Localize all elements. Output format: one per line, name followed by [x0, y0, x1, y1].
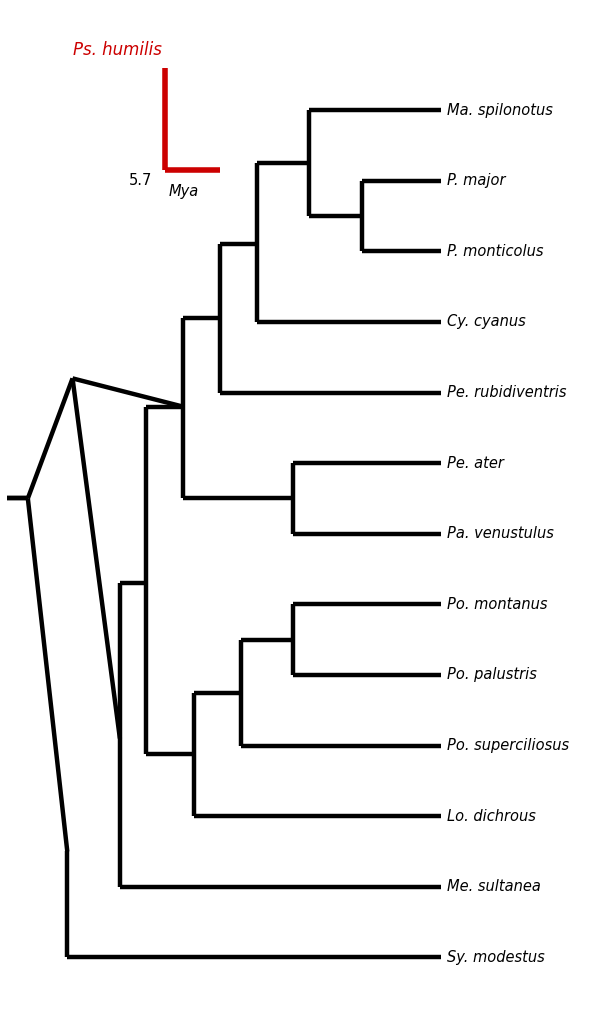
Text: Po. superciliosus: Po. superciliosus [447, 738, 569, 753]
Text: Pa. venustulus: Pa. venustulus [447, 526, 554, 542]
Text: P. major: P. major [447, 173, 506, 188]
Text: Po. montanus: Po. montanus [447, 597, 548, 612]
Text: Pe. rubidiventris: Pe. rubidiventris [447, 385, 566, 400]
Text: Po. palustris: Po. palustris [447, 668, 537, 682]
Text: Cy. cyanus: Cy. cyanus [447, 315, 526, 330]
Text: 5.7: 5.7 [129, 173, 152, 188]
Text: Sy. modestus: Sy. modestus [447, 950, 545, 965]
Text: Me. sultanea: Me. sultanea [447, 880, 541, 894]
Text: Ma. spilonotus: Ma. spilonotus [447, 103, 553, 117]
Text: Pe. ater: Pe. ater [447, 456, 504, 470]
Text: Lo. dichrous: Lo. dichrous [447, 808, 536, 824]
Text: Ps. humilis: Ps. humilis [73, 41, 161, 59]
Text: Mya: Mya [168, 184, 199, 199]
Text: P. monticolus: P. monticolus [447, 243, 544, 259]
